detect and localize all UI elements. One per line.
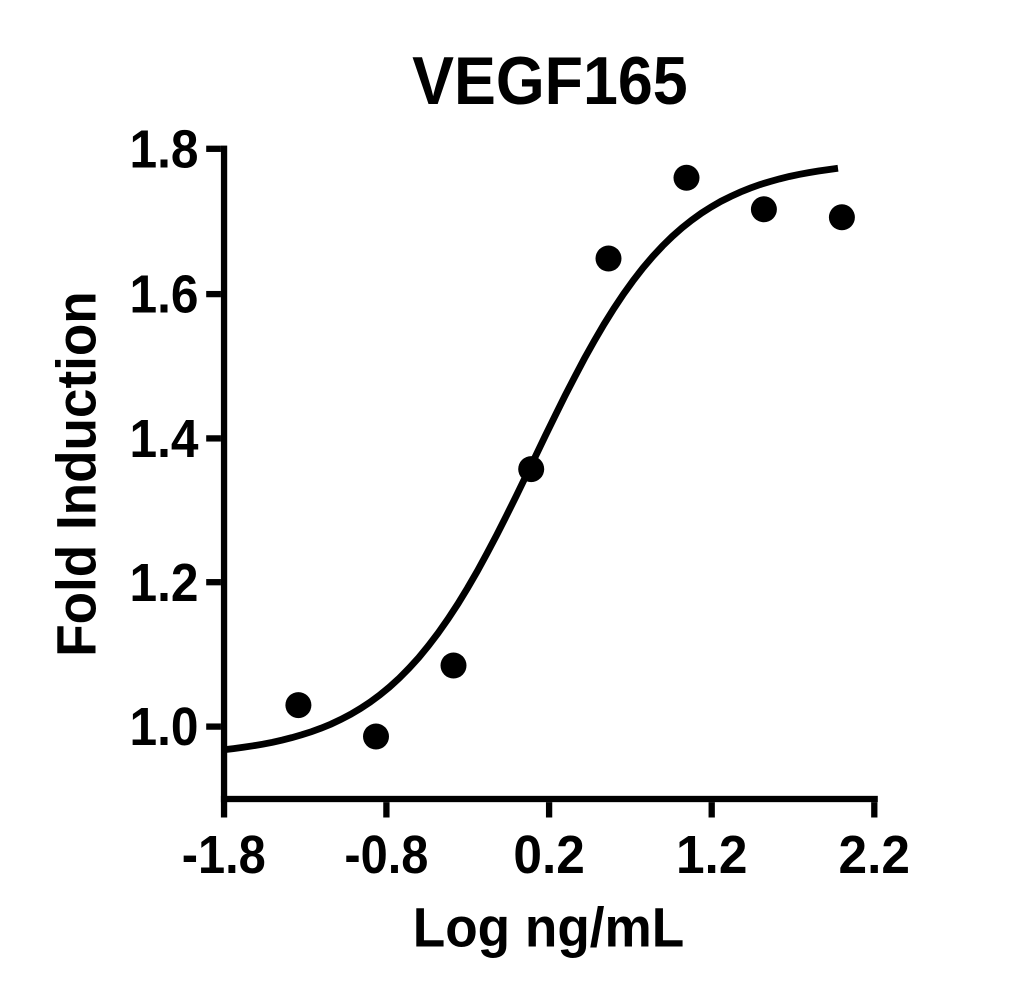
svg-text:2.2: 2.2 [839, 825, 911, 885]
svg-text:0.2: 0.2 [513, 825, 585, 885]
svg-text:Fold Induction: Fold Induction [45, 291, 108, 657]
svg-text:1.2: 1.2 [130, 553, 199, 613]
svg-text:1.0: 1.0 [130, 697, 199, 757]
svg-text:VEGF165: VEGF165 [412, 43, 688, 119]
svg-text:1.6: 1.6 [130, 265, 199, 325]
svg-text:1.4: 1.4 [130, 409, 199, 469]
svg-text:Log ng/mL: Log ng/mL [413, 895, 685, 958]
svg-text:-0.8: -0.8 [344, 825, 428, 885]
svg-text:1.2: 1.2 [676, 825, 748, 885]
svg-text:1.8: 1.8 [130, 119, 199, 179]
svg-text:-1.8: -1.8 [182, 825, 266, 885]
